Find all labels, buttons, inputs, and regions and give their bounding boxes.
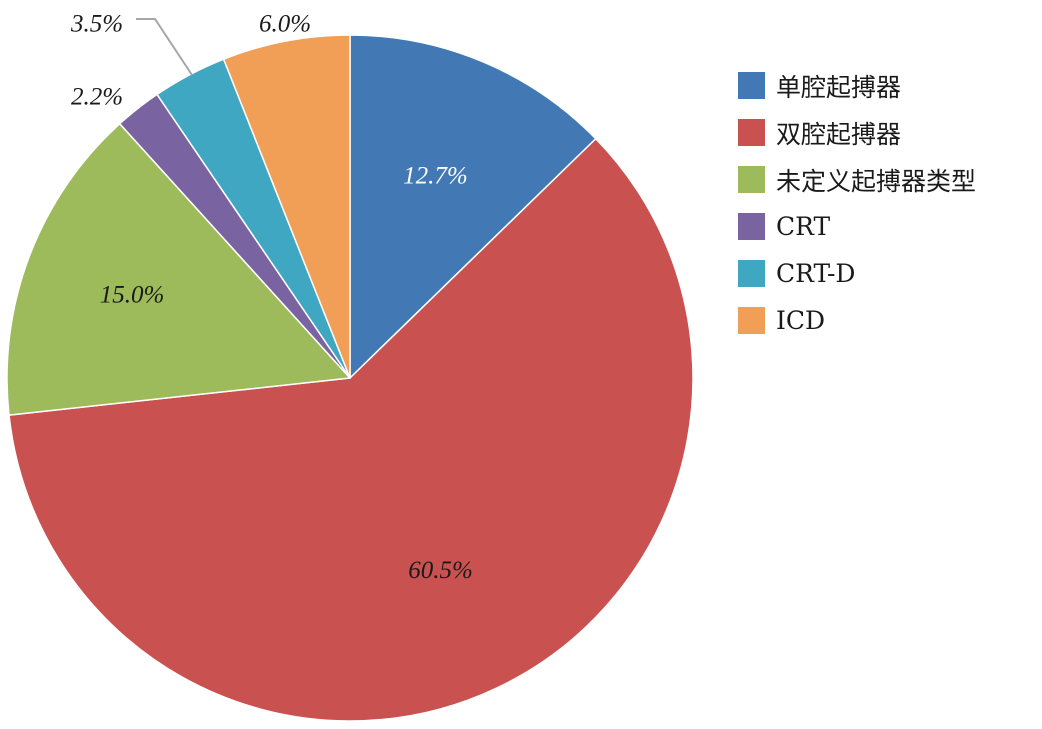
legend-item: CRT — [738, 203, 976, 250]
slice-data-label: 2.2% — [71, 84, 123, 111]
legend-swatch — [738, 119, 765, 146]
legend-swatch — [738, 307, 765, 334]
slice-data-label: 15.0% — [100, 282, 165, 309]
pie-slice — [6, 123, 351, 416]
legend-label: 单腔起搏器 — [776, 72, 902, 102]
pie-chart: 12.7% 60.5% 15.0% 2.2% 3.5% 6.0% — [6, 11, 694, 722]
legend-label: CRT-D — [776, 259, 856, 288]
legend-item: 未定义起搏器类型 — [738, 156, 976, 203]
chart-legend: 单腔起搏器双腔起搏器未定义起搏器类型 CRT CRT-D ICD — [738, 62, 976, 344]
legend-label: ICD — [776, 306, 826, 335]
legend-swatch — [738, 260, 765, 287]
pie-slice — [222, 34, 351, 379]
leader-line — [136, 18, 193, 76]
legend-item: CRT-D — [738, 250, 976, 297]
slice-data-label: 3.5% — [70, 11, 123, 38]
legend-label: 未定义起搏器类型 — [776, 166, 977, 196]
legend-item: 双腔起搏器 — [738, 109, 976, 156]
legend-swatch — [738, 166, 765, 193]
legend-swatch — [738, 213, 765, 240]
pie-slice — [8, 137, 694, 722]
legend-swatch — [738, 72, 765, 99]
slice-data-label: 12.7% — [403, 162, 468, 189]
legend-label: CRT — [776, 212, 831, 241]
legend-label: 双腔起搏器 — [776, 119, 902, 149]
slice-data-label: 6.0% — [259, 11, 311, 38]
pie-slice — [349, 34, 597, 379]
slice-data-label: 60.5% — [408, 557, 473, 584]
legend-item: ICD — [738, 297, 976, 344]
legend-item: 单腔起搏器 — [738, 62, 976, 109]
